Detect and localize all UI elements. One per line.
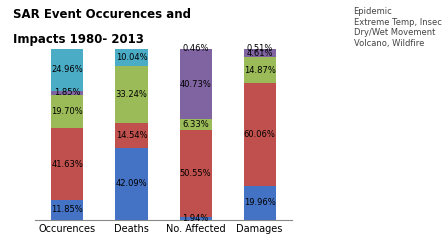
Bar (115, 148, 148, 220)
Text: 19.96%: 19.96% (244, 198, 275, 207)
Bar (179, 48, 212, 49)
Text: 60.06%: 60.06% (244, 130, 276, 139)
Text: 6.33%: 6.33% (182, 120, 209, 129)
Bar (51, 200, 84, 220)
Text: 40.73%: 40.73% (179, 80, 212, 89)
Bar (51, 128, 84, 200)
Bar (51, 94, 84, 128)
Bar (51, 92, 84, 94)
Bar (179, 119, 212, 130)
Text: 1.85%: 1.85% (54, 88, 80, 98)
Bar (115, 123, 148, 148)
Bar (244, 186, 276, 220)
Text: 0.51%: 0.51% (247, 44, 273, 54)
Text: 14.54%: 14.54% (116, 131, 147, 140)
Text: SAR Event Occurences and: SAR Event Occurences and (13, 8, 191, 20)
Bar (115, 48, 148, 66)
Text: 1.94%: 1.94% (183, 214, 209, 223)
Text: 0.46%: 0.46% (183, 44, 209, 54)
Text: 24.96%: 24.96% (52, 66, 83, 74)
Text: 4.61%: 4.61% (247, 49, 273, 58)
Bar (244, 57, 276, 83)
Text: 10.04%: 10.04% (116, 53, 147, 62)
Bar (244, 83, 276, 186)
Bar (179, 130, 212, 217)
Text: Impacts 1980- 2013: Impacts 1980- 2013 (13, 32, 144, 46)
Text: 42.09%: 42.09% (116, 180, 147, 188)
Text: 50.55%: 50.55% (180, 169, 211, 178)
Bar (51, 48, 84, 92)
Text: Epidemic
Extreme Temp, Insects
Dry/Wet Movement
Volcano, Wildfire: Epidemic Extreme Temp, Insects Dry/Wet M… (354, 8, 442, 48)
Text: 19.70%: 19.70% (52, 107, 83, 116)
Bar (179, 49, 212, 119)
Text: 33.24%: 33.24% (115, 90, 148, 99)
Bar (244, 50, 276, 57)
Bar (115, 66, 148, 123)
Text: 41.63%: 41.63% (51, 160, 84, 168)
Bar (244, 48, 276, 50)
Bar (179, 217, 212, 220)
Text: 11.85%: 11.85% (52, 205, 83, 214)
Text: 14.87%: 14.87% (244, 66, 276, 74)
